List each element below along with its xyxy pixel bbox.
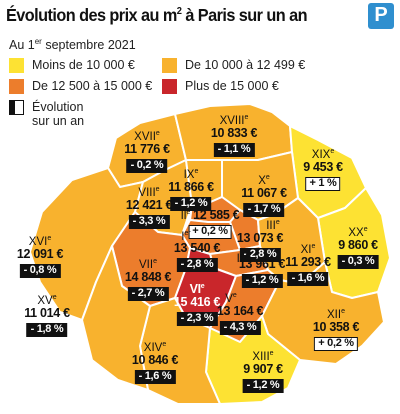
legend-item-gt15k: Plus de 15 000 € xyxy=(162,79,279,94)
legend-item-evolution: Évolution sur un an xyxy=(9,100,99,128)
legend-swatch xyxy=(162,58,177,73)
arr-label-iv: 13 540 € - 2,8 % xyxy=(173,241,221,272)
arr-xv xyxy=(81,245,151,391)
arr-label-vii: VIIe 14 848 € - 2,7 % xyxy=(124,258,172,301)
legend-swatch xyxy=(162,79,177,94)
legend-item-10to12k: De 10 000 à 12 499 € xyxy=(162,58,305,73)
arr-label-viii: VIIIe 12 421 € - 3,3 % xyxy=(125,186,173,229)
arr-label-xvi: XVIe 12 091 € - 0,8 % xyxy=(16,235,64,278)
arr-label-v: Ve 13 164 € - 4,3 % xyxy=(216,292,264,335)
subtitle-date: Au 1er septembre 2021 xyxy=(9,37,136,53)
arr-label-xvii: XVIIe 11 776 € - 0,2 % xyxy=(124,130,170,173)
arr-label-xiv: XIVe 10 846 € - 1,6 % xyxy=(131,341,179,384)
arr-label-v-upper: 13 961 € - 1,2 % xyxy=(238,257,286,288)
legend-item-lt10k: Moins de 10 000 € xyxy=(9,58,135,73)
arr-label-i: Ier xyxy=(181,230,191,243)
arr-label-ix: IXe 11 866 € - 1,2 % xyxy=(168,168,214,211)
arr-label-vi: VIe 15 416 € - 2,3 % xyxy=(173,282,221,326)
le-parisien-logo: P xyxy=(368,3,394,29)
arr-label-xiii: XIIIe 9 907 € - 1,2 % xyxy=(242,350,284,393)
evolution-swatch-icon xyxy=(9,100,24,115)
arr-label-xviii: XVIIIe 10 833 € - 1,1 % xyxy=(210,114,258,157)
arr-label-xix: XIXe 9 453 € + 1 % xyxy=(303,148,343,191)
arr-label-iii: IIIe 13 073 € - 2,8 % xyxy=(236,219,284,262)
arr-label-xi: XIe 11 293 € - 1,6 % xyxy=(285,243,331,286)
legend-item-12to15k: De 12 500 à 15 000 € xyxy=(9,79,152,94)
arr-label-xx: XXe 9 860 € - 0,3 % xyxy=(337,226,379,269)
arr-label-iv-num: IVe xyxy=(236,252,252,265)
arr-label-xv: XVe 11 014 € - 1,8 % xyxy=(24,294,70,337)
arr-label-ii: IIe 12 585 € + 0,2 % xyxy=(180,208,240,239)
legend-swatch xyxy=(9,79,24,94)
page-title: Évolution des prix au m2 à Paris sur un … xyxy=(6,5,308,25)
legend-swatch xyxy=(9,58,24,73)
arr-label-xii: XIIe 10 358 € + 0,2 % xyxy=(312,308,360,351)
arr-label-x: Xe 11 067 € - 1,7 % xyxy=(241,174,287,217)
